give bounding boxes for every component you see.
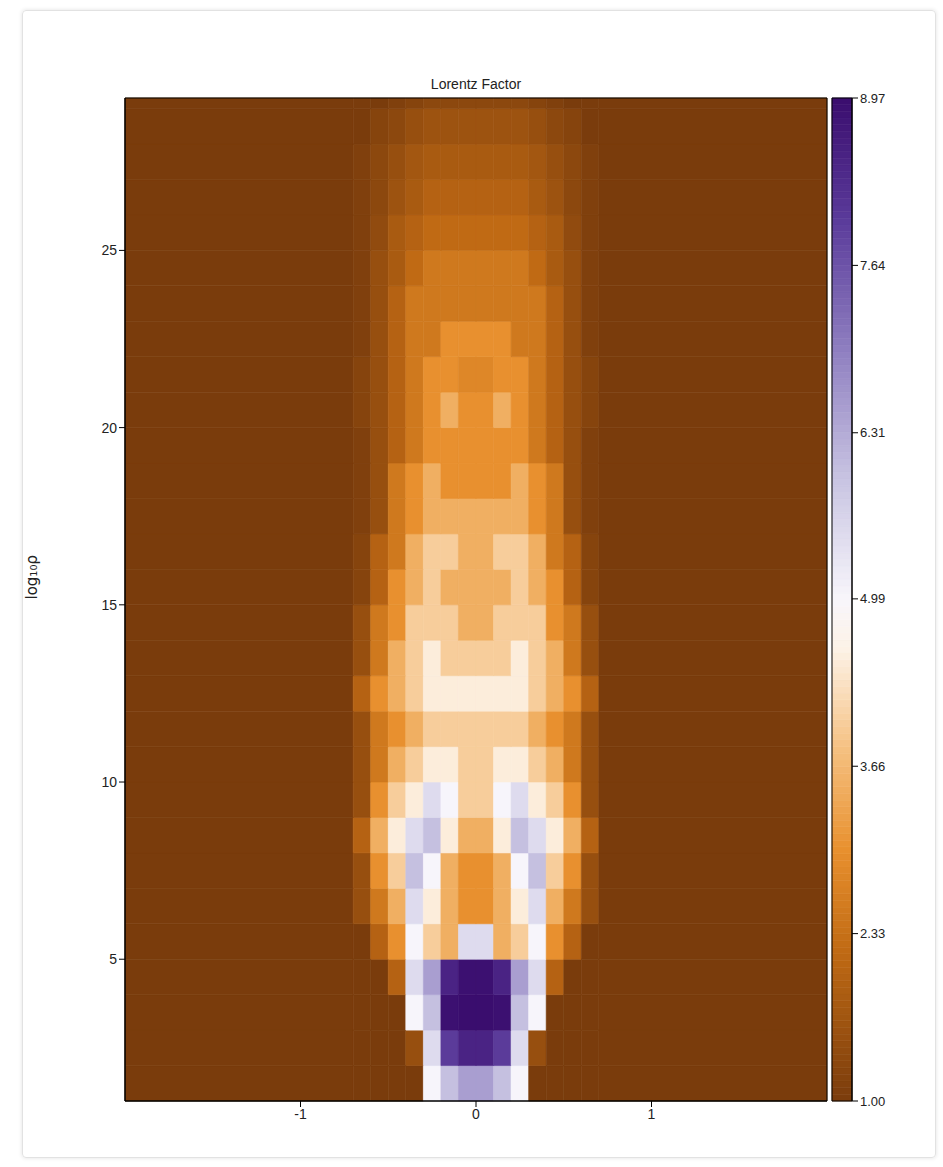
- svg-text:25: 25: [101, 242, 117, 258]
- svg-text:5: 5: [109, 951, 117, 967]
- svg-text:8.97: 8.97: [860, 91, 885, 106]
- svg-text:7.64: 7.64: [860, 258, 885, 273]
- svg-text:1: 1: [648, 1106, 656, 1122]
- svg-text:-1: -1: [294, 1106, 307, 1122]
- svg-text:3.66: 3.66: [860, 759, 885, 774]
- svg-text:1.00: 1.00: [860, 1094, 885, 1109]
- svg-text:0: 0: [472, 1106, 480, 1122]
- svg-text:6.31: 6.31: [860, 425, 885, 440]
- svg-text:2.33: 2.33: [860, 926, 885, 941]
- svg-text:10: 10: [101, 774, 117, 790]
- svg-text:log₁₀ρ: log₁₀ρ: [23, 555, 41, 599]
- svg-text:20: 20: [101, 420, 117, 436]
- html-text:Lorentz Factor: Lorentz Factor: [430, 76, 522, 92]
- svg-text:4.99: 4.99: [860, 591, 885, 606]
- svg-text:15: 15: [101, 597, 117, 613]
